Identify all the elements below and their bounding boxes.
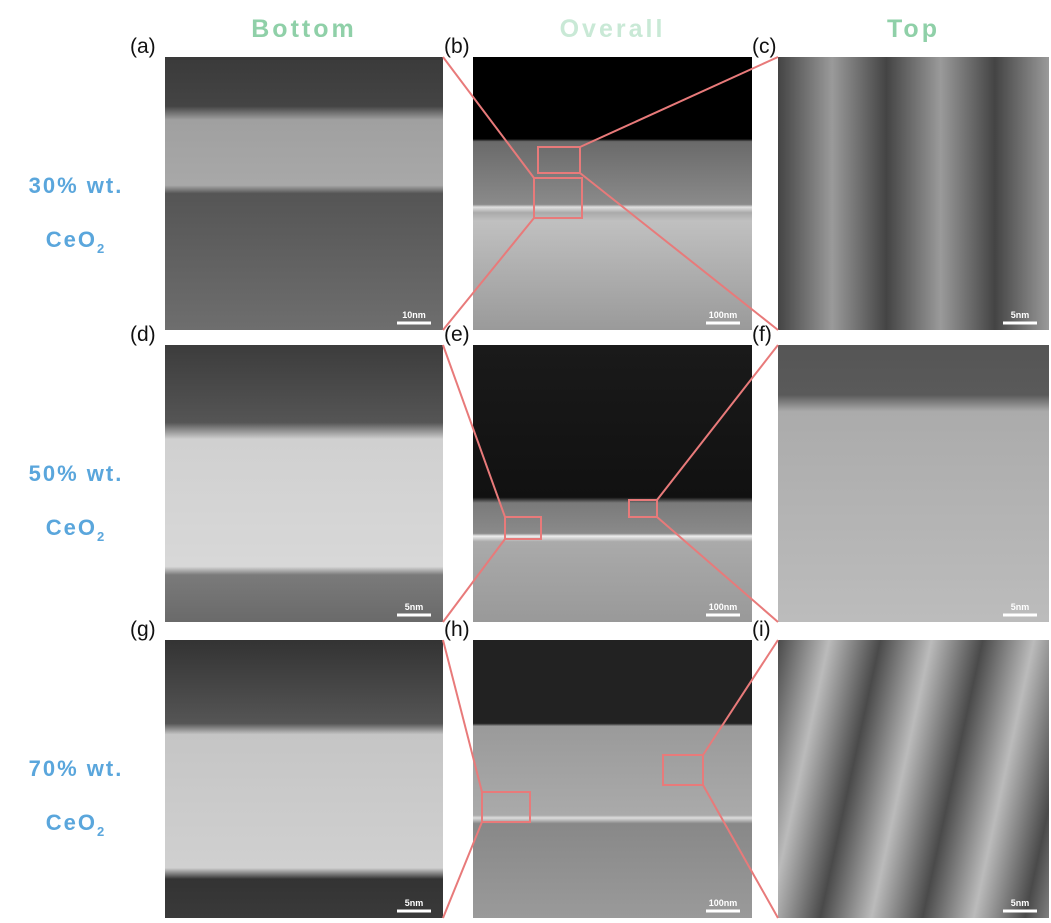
micrograph <box>778 345 1049 622</box>
scale-bar-label: 5nm <box>405 602 424 612</box>
panel-label: (i) <box>752 618 771 641</box>
panel-label: (b) <box>444 35 470 58</box>
micrograph <box>165 640 443 918</box>
subscript: 2 <box>97 824 106 839</box>
row-concentration: 70% wt. <box>29 756 124 781</box>
column-header: Bottom <box>251 15 356 43</box>
micrograph <box>165 57 443 330</box>
micrograph <box>473 345 752 622</box>
micrograph <box>778 57 1049 330</box>
panel-label: (d) <box>130 323 156 346</box>
panel-label: (h) <box>444 618 470 641</box>
scale-bar-label: 100nm <box>709 898 738 908</box>
compound: CeO <box>46 227 97 252</box>
micrograph <box>473 640 752 918</box>
column-header: Top <box>887 15 940 43</box>
micrograph <box>473 57 752 330</box>
subscript: 2 <box>97 529 106 544</box>
micrograph <box>165 345 443 622</box>
row-concentration: 50% wt. <box>29 461 124 486</box>
panel-label: (f) <box>752 323 772 346</box>
row-concentration: 30% wt. <box>29 173 124 198</box>
panel-label: (g) <box>130 618 156 641</box>
scale-bar-label: 100nm <box>709 602 738 612</box>
page: BottomOverallTop30% wt.CeO2(a)10nm(b)100… <box>0 0 1051 923</box>
row-compound: CeO2 <box>46 515 106 544</box>
compound: CeO <box>46 515 97 540</box>
compound: CeO <box>46 810 97 835</box>
scale-bar-label: 10nm <box>402 310 426 320</box>
row-compound: CeO2 <box>46 227 106 256</box>
scale-bar-label: 100nm <box>709 310 738 320</box>
scale-bar-label: 5nm <box>1011 898 1030 908</box>
panel-label: (c) <box>752 35 777 58</box>
panel-label: (e) <box>444 323 470 346</box>
scale-bar-label: 5nm <box>1011 310 1030 320</box>
scale-bar-label: 5nm <box>405 898 424 908</box>
column-header: Overall <box>560 15 666 43</box>
panel-label: (a) <box>130 35 156 58</box>
micrograph <box>778 640 1049 918</box>
figure: BottomOverallTop30% wt.CeO2(a)10nm(b)100… <box>0 0 1051 923</box>
row-compound: CeO2 <box>46 810 106 839</box>
subscript: 2 <box>97 241 106 256</box>
scale-bar-label: 5nm <box>1011 602 1030 612</box>
